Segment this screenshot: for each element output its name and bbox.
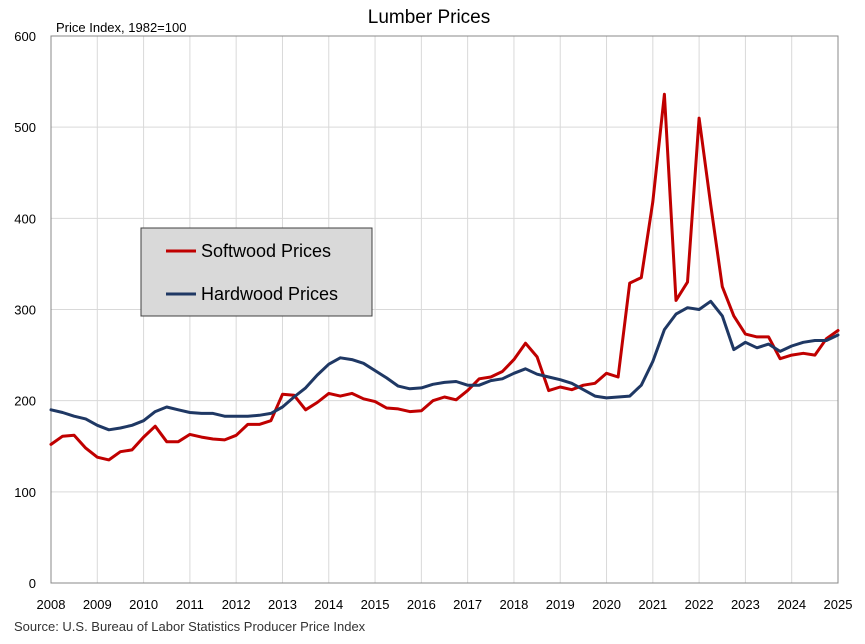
y-tick-label: 400 [14,211,36,226]
x-tick-label: 2011 [176,597,204,612]
plot-area-border [50,35,839,584]
y-tick-label: 100 [14,485,36,500]
legend-label-hardwood: Hardwood Prices [201,284,338,304]
x-tick-label: 2014 [314,597,343,612]
hardwood-prices-line [49,299,840,432]
y-axis-tick-labels: 0 100 200 300 400 500 600 [14,29,36,591]
source-note: Source: U.S. Bureau of Labor Statistics … [14,619,366,634]
y-tick-label: 200 [14,394,36,409]
y-axis-unit-label: Price Index, 1982=100 [56,20,186,35]
x-tick-label: 2023 [731,597,760,612]
x-tick-label: 2020 [592,597,621,612]
y-tick-label: 300 [14,303,36,318]
y-tick-label: 500 [14,120,36,135]
x-tick-label: 2018 [499,597,528,612]
y-tick-label: 0 [29,576,36,591]
chart-title: Lumber Prices [368,7,491,28]
x-tick-label: 2013 [268,597,297,612]
series-lines [49,92,840,462]
x-tick-label: 2016 [407,597,436,612]
x-tick-label: 2025 [824,597,853,612]
x-tick-label: 2015 [361,597,390,612]
legend-label-softwood: Softwood Prices [201,241,331,261]
legend-box [140,227,373,317]
y-tick-label: 600 [14,29,36,44]
x-tick-label: 2010 [129,597,158,612]
x-tick-label: 2012 [222,597,251,612]
x-tick-label: 2021 [638,597,667,612]
x-axis-tick-labels: 2008 2009 2010 2011 2012 2013 2014 2015 2016 2017… [37,597,853,612]
softwood-prices-line [49,92,840,462]
x-tick-label: 2022 [685,597,714,612]
x-tick-label: 2017 [453,597,482,612]
x-tick-label: 2019 [546,597,575,612]
x-tick-label: 2024 [777,597,806,612]
x-tick-label: 2008 [37,597,66,612]
x-tick-label: 2009 [83,597,112,612]
legend: Softwood Prices Hardwood Prices [140,227,373,317]
